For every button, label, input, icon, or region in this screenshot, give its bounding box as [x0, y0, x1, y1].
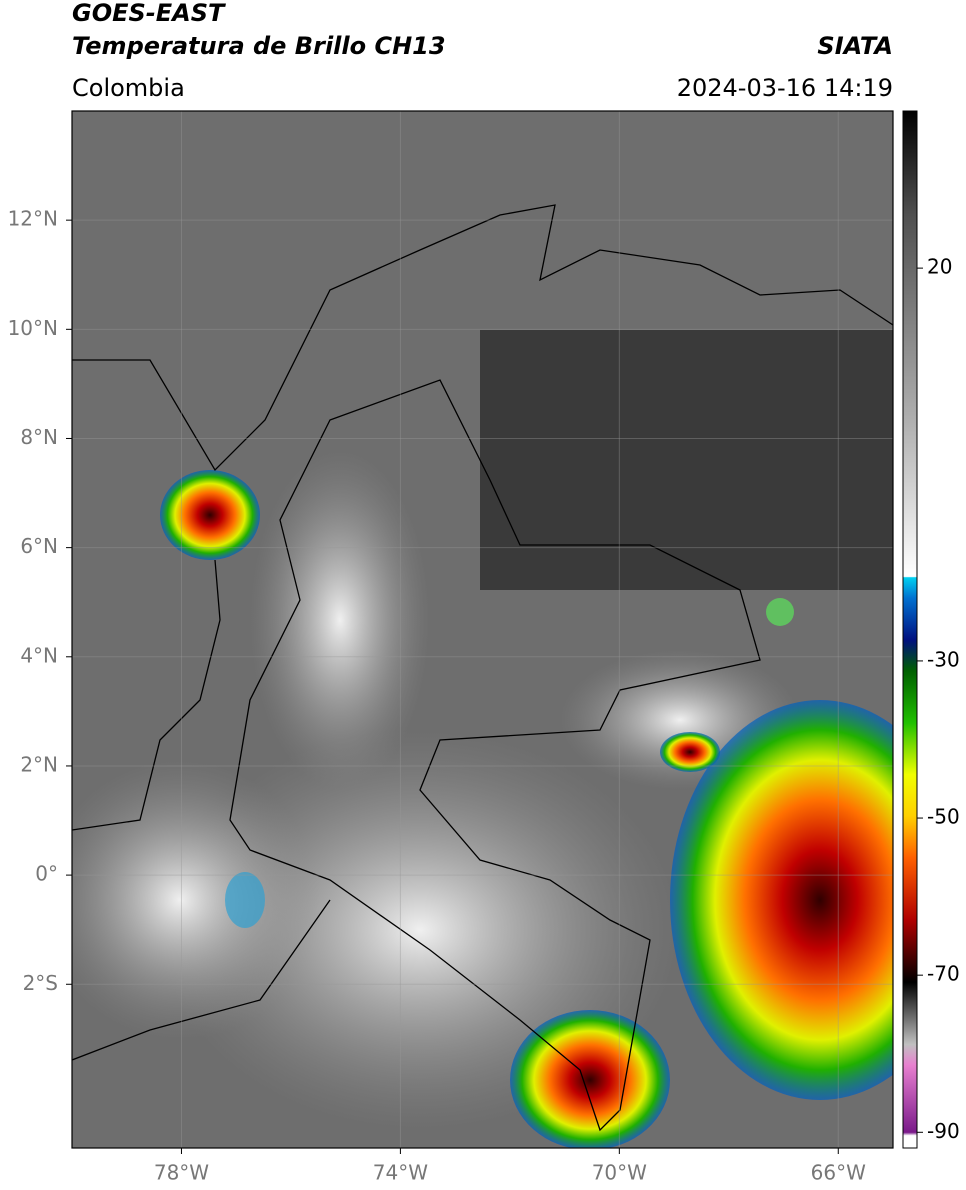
- storm: [670, 700, 893, 1100]
- y-tick-label: 6°N: [20, 534, 58, 558]
- colorbar-tick-label: -70: [927, 962, 960, 986]
- storm: [660, 732, 720, 772]
- y-tick-label: 4°N: [20, 643, 58, 667]
- x-tick-label: 66°W: [811, 1161, 866, 1185]
- title: GOES-EAST: [72, 0, 226, 27]
- dark-area: [480, 330, 893, 590]
- x-tick-label: 74°W: [373, 1161, 428, 1185]
- y-tick-label: 8°N: [20, 425, 58, 449]
- colorbar: [902, 110, 918, 1149]
- y-tick-label: 2°N: [20, 752, 58, 776]
- source: SIATA: [817, 32, 893, 60]
- colorbar-tick-label: -30: [927, 647, 960, 671]
- cold-cloud: [225, 872, 265, 928]
- title: Temperatura de Brillo CH13: [72, 32, 446, 60]
- coastline: [72, 204, 893, 1061]
- datetime: 2024-03-16 14:19: [677, 74, 893, 102]
- satellite-image: [72, 111, 893, 1148]
- y-tick-label: 12°N: [8, 207, 58, 231]
- y-tick-label: 10°N: [8, 316, 58, 340]
- cloud: [72, 760, 320, 1040]
- cold-cloud: [766, 598, 794, 626]
- colorbar-tick-label: -90: [927, 1119, 960, 1143]
- cloud: [250, 450, 430, 790]
- storm: [160, 470, 260, 560]
- border: [229, 379, 761, 1132]
- plot-frame: [71, 110, 894, 1149]
- y-tick-label: 0°: [35, 862, 58, 886]
- region: Colombia: [72, 74, 185, 102]
- y-tick-label: 2°S: [23, 971, 58, 995]
- x-tick-label: 70°W: [592, 1161, 647, 1185]
- colorbar-tick-label: -50: [927, 805, 960, 829]
- colorbar-tick-label: 20: [927, 255, 952, 279]
- x-tick-label: 78°W: [154, 1161, 209, 1185]
